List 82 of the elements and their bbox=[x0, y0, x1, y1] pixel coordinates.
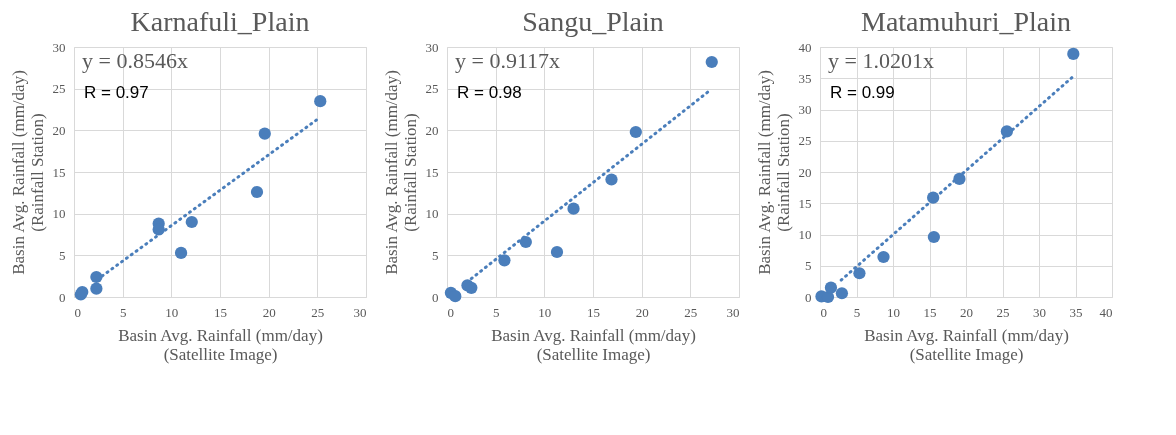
point bbox=[629, 125, 642, 139]
y-tick-label: 10 bbox=[798, 227, 812, 242]
y-tick-label: 15 bbox=[52, 164, 66, 180]
y-tick-label: 25 bbox=[425, 81, 439, 97]
x-tick-label: 0 bbox=[447, 304, 454, 320]
y-axis-title: Basin Avg. Rainfall (mm/day) (Rainfall Station) bbox=[381, 70, 420, 275]
point bbox=[853, 267, 866, 280]
annotation: R = 0.99 bbox=[830, 83, 895, 102]
x-tick-label: 25 bbox=[684, 304, 698, 320]
y-tick-label: 20 bbox=[798, 164, 812, 180]
y-tick-label: 10 bbox=[52, 206, 66, 222]
y-tick-label: 5 bbox=[805, 258, 812, 274]
x-tick-label: 40 bbox=[1099, 304, 1113, 320]
y-tick-label: 35 bbox=[798, 70, 812, 86]
x-tick-label: 30 bbox=[353, 304, 367, 320]
y-tick-label: 5 bbox=[59, 247, 66, 263]
x-axis-title: Basin Avg. Rainfall (mm/day) (Satellite Image) bbox=[491, 325, 696, 364]
annotation: R = 0.97 bbox=[84, 83, 149, 102]
point bbox=[877, 250, 890, 264]
chart-title: Karnafuli_Plain bbox=[130, 6, 310, 37]
x-tick-label: 15 bbox=[214, 304, 227, 320]
y-tick-label: 25 bbox=[52, 81, 66, 97]
point bbox=[835, 287, 849, 300]
point bbox=[258, 127, 271, 140]
y-tick-label: 40 bbox=[798, 39, 812, 55]
annotation: y = 1.0201x bbox=[828, 48, 934, 73]
x-tick-label: 10 bbox=[538, 304, 552, 320]
x-tick-label: 30 bbox=[726, 304, 740, 320]
x-tick-label: 5 bbox=[492, 304, 500, 320]
y-axis-title: Basin Avg. Rainfall (mm/day) (Rainfall Station) bbox=[8, 70, 47, 275]
point bbox=[449, 290, 462, 303]
y-tick-label: 30 bbox=[52, 39, 66, 55]
y-tick-label: 30 bbox=[798, 102, 812, 117]
point bbox=[174, 246, 188, 259]
point bbox=[824, 281, 838, 294]
x-tick-label: 10 bbox=[165, 304, 179, 320]
x-tick-label: 25 bbox=[311, 304, 325, 320]
chart-title: Sangu_Plain bbox=[522, 6, 664, 37]
y-tick-label: 0 bbox=[59, 289, 66, 305]
point bbox=[705, 55, 718, 69]
y-tick-label: 10 bbox=[425, 206, 439, 222]
y-axis-title: Basin Avg. Rainfall (mm/day) (Rainfall Station) bbox=[754, 70, 793, 275]
y-tick-label: 15 bbox=[425, 164, 439, 180]
y-tick-label: 25 bbox=[798, 133, 812, 149]
x-tick-label: 25 bbox=[996, 304, 1010, 320]
point bbox=[465, 281, 478, 294]
point bbox=[567, 202, 580, 215]
point bbox=[550, 245, 564, 259]
annotation: y = 0.8546x bbox=[82, 48, 188, 73]
point bbox=[250, 185, 264, 199]
point bbox=[498, 254, 511, 267]
y-tick-label: 20 bbox=[52, 122, 66, 138]
x-tick-label: 5 bbox=[119, 304, 127, 320]
chart-title: Matamuhuri_Plain bbox=[861, 6, 1071, 37]
point bbox=[185, 215, 198, 229]
x-tick-label: 0 bbox=[820, 304, 827, 320]
annotation: y = 0.9117x bbox=[455, 48, 561, 73]
point bbox=[927, 230, 940, 244]
x-tick-label: 0 bbox=[74, 304, 81, 320]
y-tick-label: 20 bbox=[425, 122, 439, 138]
x-axis-title: Basin Avg. Rainfall (mm/day) (Satellite Image) bbox=[118, 325, 323, 364]
x-tick-label: 10 bbox=[887, 304, 900, 320]
x-tick-label: 5 bbox=[853, 304, 861, 320]
y-tick-label: 15 bbox=[798, 195, 812, 211]
x-tick-label: 20 bbox=[960, 304, 973, 320]
x-tick-label: 35 bbox=[1069, 304, 1083, 320]
annotation: R = 0.98 bbox=[457, 83, 522, 102]
y-tick-label: 0 bbox=[805, 289, 812, 305]
point bbox=[1067, 47, 1080, 60]
point bbox=[314, 95, 327, 108]
point bbox=[90, 282, 103, 295]
point bbox=[519, 235, 532, 249]
y-tick-label: 5 bbox=[432, 247, 439, 263]
y-tick-label: 30 bbox=[425, 39, 439, 55]
x-tick-label: 20 bbox=[262, 304, 276, 320]
x-axis-title: Basin Avg. Rainfall (mm/day) (Satellite Image) bbox=[864, 325, 1069, 364]
x-tick-label: 30 bbox=[1033, 304, 1046, 320]
x-tick-label: 15 bbox=[587, 304, 600, 320]
x-tick-label: 20 bbox=[635, 304, 649, 320]
y-tick-label: 0 bbox=[432, 289, 439, 305]
x-tick-label: 15 bbox=[923, 304, 937, 320]
point bbox=[605, 173, 618, 186]
